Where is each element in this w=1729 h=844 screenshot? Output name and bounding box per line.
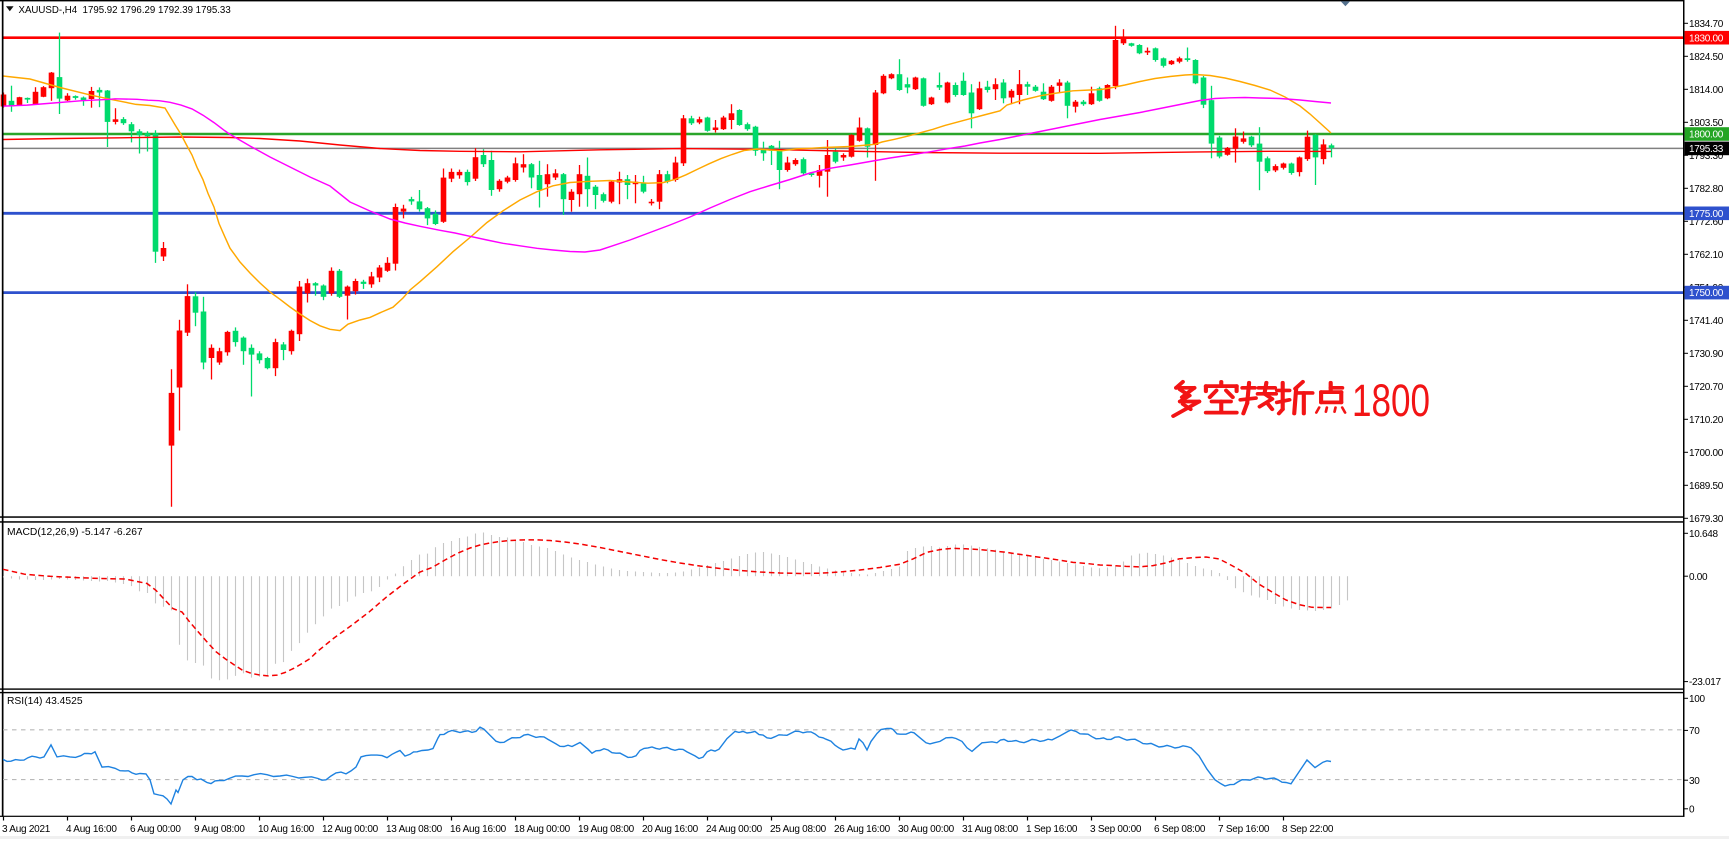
svg-text:0.00: 0.00: [1689, 572, 1708, 583]
svg-text:6 Aug 00:00: 6 Aug 00:00: [130, 824, 181, 835]
svg-text:1793.30: 1793.30: [1689, 151, 1724, 162]
svg-text:30: 30: [1689, 776, 1700, 787]
svg-text:1720.70: 1720.70: [1689, 382, 1724, 393]
svg-text:1830.00: 1830.00: [1689, 33, 1724, 44]
svg-text:1710.20: 1710.20: [1689, 415, 1724, 426]
svg-text:18 Aug 00:00: 18 Aug 00:00: [514, 824, 571, 835]
svg-text:1762.10: 1762.10: [1689, 250, 1724, 261]
svg-text:13 Aug 08:00: 13 Aug 08:00: [386, 824, 443, 835]
svg-text:-23.017: -23.017: [1689, 677, 1722, 688]
svg-text:1772.60: 1772.60: [1689, 217, 1724, 228]
svg-text:RSI(14) 43.4525: RSI(14) 43.4525: [7, 696, 83, 707]
svg-text:1750.00: 1750.00: [1689, 288, 1724, 299]
svg-text:1795.33: 1795.33: [1689, 144, 1724, 155]
svg-text:MACD(12,26,9) -5.147 -6.267: MACD(12,26,9) -5.147 -6.267: [7, 527, 143, 538]
svg-text:16 Aug 16:00: 16 Aug 16:00: [450, 824, 507, 835]
svg-text:1775.00: 1775.00: [1689, 209, 1724, 220]
svg-text:1782.80: 1782.80: [1689, 184, 1724, 195]
svg-text:3 Aug 2021: 3 Aug 2021: [2, 824, 51, 835]
svg-text:1700.00: 1700.00: [1689, 448, 1724, 459]
svg-text:19 Aug 08:00: 19 Aug 08:00: [578, 824, 635, 835]
svg-text:1 Sep 16:00: 1 Sep 16:00: [1026, 824, 1078, 835]
svg-text:1803.50: 1803.50: [1689, 118, 1724, 129]
svg-text:0: 0: [1689, 804, 1695, 815]
svg-text:20 Aug 16:00: 20 Aug 16:00: [642, 824, 699, 835]
svg-text:1741.40: 1741.40: [1689, 316, 1724, 327]
svg-text:30 Aug 00:00: 30 Aug 00:00: [898, 824, 955, 835]
svg-text:24 Aug 00:00: 24 Aug 00:00: [706, 824, 763, 835]
svg-text:1800.00: 1800.00: [1689, 130, 1724, 141]
svg-text:10.648: 10.648: [1689, 529, 1719, 540]
svg-text:70: 70: [1689, 726, 1700, 737]
svg-text:7 Sep 16:00: 7 Sep 16:00: [1218, 824, 1270, 835]
svg-text:6 Sep 08:00: 6 Sep 08:00: [1154, 824, 1206, 835]
svg-text:10 Aug 16:00: 10 Aug 16:00: [258, 824, 315, 835]
svg-text:26 Aug 16:00: 26 Aug 16:00: [834, 824, 891, 835]
svg-text:9 Aug 08:00: 9 Aug 08:00: [194, 824, 245, 835]
svg-text:8 Sep 22:00: 8 Sep 22:00: [1282, 824, 1334, 835]
svg-text:1824.50: 1824.50: [1689, 52, 1724, 63]
svg-text:31 Aug 08:00: 31 Aug 08:00: [962, 824, 1019, 835]
svg-text:1800: 1800: [1352, 375, 1430, 426]
svg-text:1679.30: 1679.30: [1689, 514, 1724, 525]
svg-text:12 Aug 00:00: 12 Aug 00:00: [322, 824, 379, 835]
svg-text:1730.90: 1730.90: [1689, 349, 1724, 360]
svg-text:XAUUSD-,H4 1795.92 1796.29 17: XAUUSD-,H4 1795.92 1796.29 1792.39 1795.…: [19, 5, 231, 16]
svg-text:100: 100: [1689, 694, 1706, 705]
svg-text:3 Sep 00:00: 3 Sep 00:00: [1090, 824, 1142, 835]
svg-text:1814.00: 1814.00: [1689, 85, 1724, 96]
svg-text:1834.70: 1834.70: [1689, 19, 1724, 30]
svg-text:4 Aug 16:00: 4 Aug 16:00: [66, 824, 117, 835]
svg-text:25 Aug 08:00: 25 Aug 08:00: [770, 824, 827, 835]
svg-text:1689.50: 1689.50: [1689, 481, 1724, 492]
